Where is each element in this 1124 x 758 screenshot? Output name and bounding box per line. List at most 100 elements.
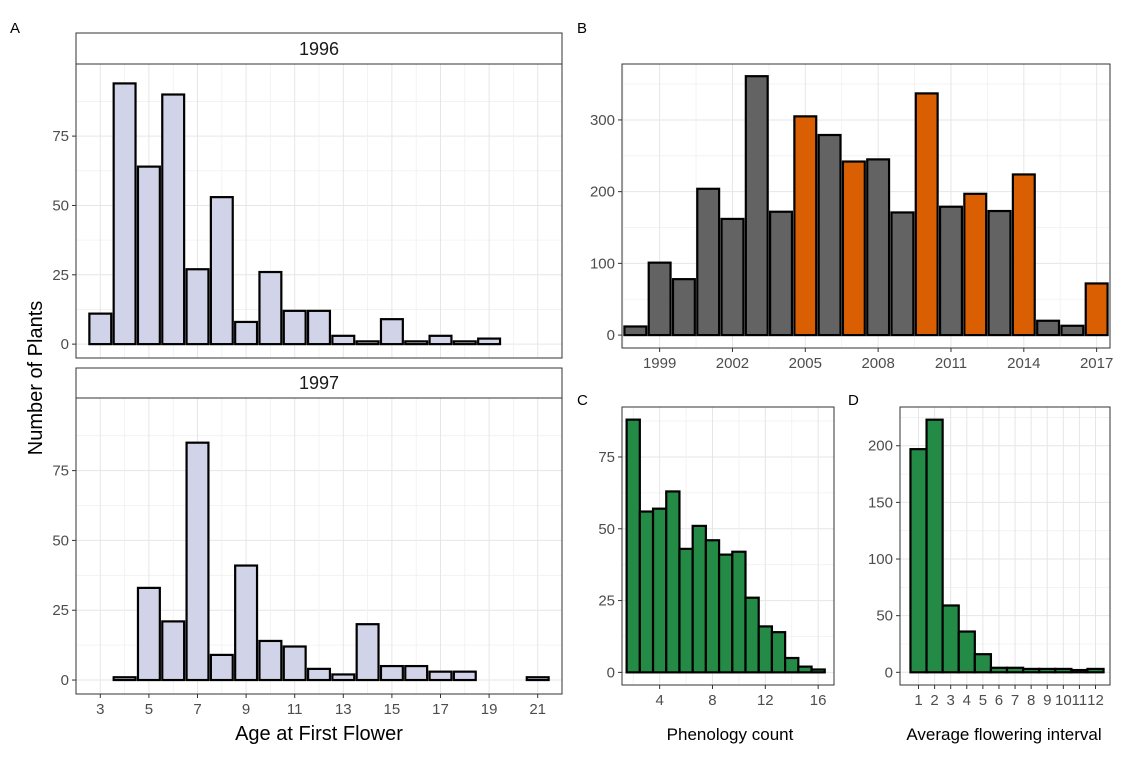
a1996-y-tick-label: 25 bbox=[52, 267, 69, 284]
a1996-bar-6 bbox=[161, 93, 186, 346]
c-x-tick-label: 8 bbox=[708, 692, 716, 709]
b-y-tick-label: 0 bbox=[607, 327, 615, 344]
a1996-bar-8 bbox=[209, 196, 234, 346]
c-bar-7 bbox=[691, 524, 707, 674]
a1996-bar-17 bbox=[428, 334, 453, 346]
c-x-axis-title: Phenology count bbox=[667, 725, 794, 744]
a1997-bar-16 bbox=[404, 664, 429, 682]
c-x-tick-label: 12 bbox=[757, 692, 774, 709]
d-bar-4 bbox=[957, 630, 976, 674]
a1997-x-tick-label: 3 bbox=[96, 701, 104, 718]
a1996-bar-7 bbox=[185, 268, 210, 346]
a1996-bar-10 bbox=[258, 270, 283, 346]
a1997-x-tick-label: 15 bbox=[384, 701, 401, 718]
a1997-bar-12 bbox=[306, 667, 332, 682]
d-x-tick-label: 2 bbox=[930, 692, 938, 709]
c-bar-9 bbox=[717, 553, 734, 674]
a1996-bar-19 bbox=[477, 337, 502, 346]
a1997-gridlines bbox=[76, 398, 562, 694]
b-x-tick-label: 2011 bbox=[935, 355, 967, 372]
d-bar-5 bbox=[973, 653, 993, 674]
a1996-bar-15 bbox=[379, 318, 404, 346]
c-bar-4 bbox=[651, 507, 668, 674]
a1996-y-tick-label: 75 bbox=[52, 128, 69, 145]
b-bar-2015 bbox=[1036, 319, 1061, 337]
b-x-tick-label: 2017 bbox=[1080, 355, 1113, 372]
a1997-bars bbox=[112, 441, 550, 682]
b-bar-2012 bbox=[963, 192, 988, 337]
a1997-bar-17 bbox=[428, 670, 453, 682]
d-x-tick-label: 1 bbox=[914, 692, 922, 709]
panel-label-b: B bbox=[577, 20, 587, 37]
a1996-bar-18 bbox=[452, 340, 477, 346]
a1997-x-tick-label: 7 bbox=[193, 701, 201, 718]
a1997-bar-5 bbox=[136, 586, 161, 682]
a1996-bar-9 bbox=[234, 320, 259, 346]
b-y-tick-label: 200 bbox=[590, 184, 615, 201]
a1996-bar-13 bbox=[331, 334, 356, 346]
a1997-bar-11 bbox=[282, 645, 307, 682]
c-y-tick-label: 25 bbox=[598, 593, 615, 610]
c-panel-border bbox=[621, 406, 835, 686]
c-bar-5 bbox=[665, 490, 681, 674]
a1997-bar-6 bbox=[161, 620, 186, 682]
b-x-tick-label: 2008 bbox=[861, 355, 894, 372]
a1997-bar-4 bbox=[112, 676, 137, 682]
panel-a-1996-plot: 0 25 50 75 bbox=[52, 63, 563, 359]
d-bar-12 bbox=[1086, 667, 1105, 674]
b-bar-2017 bbox=[1084, 282, 1109, 337]
c-bar-16 bbox=[810, 668, 826, 674]
b-bar-2013 bbox=[987, 209, 1012, 337]
panel-label-a: A bbox=[10, 20, 20, 37]
c-bar-8 bbox=[704, 539, 721, 674]
d-panel-border bbox=[899, 406, 1111, 686]
panel-a-1997-plot: 0 25 50 75 3 5 7 9 11 13 15 17 19 21 bbox=[52, 397, 563, 718]
a1996-y-tick-label: 0 bbox=[61, 336, 69, 353]
d-bar-1 bbox=[909, 448, 928, 674]
d-y-tick-label: 0 bbox=[885, 664, 893, 681]
a1997-bar-21 bbox=[525, 676, 550, 682]
a1997-x-tick-label: 19 bbox=[481, 701, 498, 718]
a1997-x-tick-label: 5 bbox=[145, 701, 153, 718]
d-x-tick-label: 11 bbox=[1072, 692, 1088, 709]
b-bar-2005 bbox=[793, 115, 818, 337]
a1997-bar-13 bbox=[331, 673, 356, 682]
c-y-tick-label: 75 bbox=[598, 449, 615, 466]
d-bar-10 bbox=[1054, 667, 1073, 674]
a1996-bar-11 bbox=[282, 309, 307, 346]
c-y-tick-label: 50 bbox=[598, 521, 615, 538]
c-x-tick-label: 16 bbox=[810, 692, 827, 709]
d-y-tick-label: 50 bbox=[876, 608, 893, 625]
c-y-tick-label: 0 bbox=[607, 664, 615, 681]
a1997-y-tick-label: 50 bbox=[52, 532, 69, 549]
c-bar-12 bbox=[757, 625, 774, 674]
b-bar-2009 bbox=[890, 211, 915, 337]
b-x-tick-label: 2002 bbox=[716, 355, 749, 372]
a1996-bars bbox=[88, 82, 502, 346]
d-bar-3 bbox=[941, 604, 960, 674]
a1996-bar-4 bbox=[112, 82, 137, 346]
b-bar-2006 bbox=[817, 133, 842, 337]
a1997-bar-14 bbox=[355, 623, 380, 682]
d-bar-6 bbox=[989, 666, 1009, 674]
b-bars bbox=[623, 75, 1109, 337]
panel-c-plot: 0 25 50 75 4 8 12 16 bbox=[598, 406, 835, 709]
a1997-x-tick-label: 13 bbox=[335, 701, 352, 718]
a1997-x-tick-label: 17 bbox=[432, 701, 449, 718]
facet-label-1996: 1996 bbox=[299, 39, 339, 59]
a1996-y-tick-label: 50 bbox=[52, 197, 69, 214]
a1997-bar-18 bbox=[452, 670, 477, 682]
b-bar-2000 bbox=[671, 278, 696, 337]
d-bar-7 bbox=[1005, 666, 1025, 674]
d-x-tick-label: 12 bbox=[1087, 692, 1104, 709]
a1997-bar-10 bbox=[258, 639, 283, 682]
b-bar-2004 bbox=[768, 210, 794, 337]
b-bar-2011 bbox=[938, 205, 964, 337]
a1997-bar-9 bbox=[234, 564, 259, 682]
c-bar-13 bbox=[770, 631, 787, 674]
d-x-tick-label: 5 bbox=[979, 692, 987, 709]
b-bar-2002 bbox=[720, 217, 745, 337]
a-x-axis-title: Age at First Flower bbox=[235, 723, 403, 745]
a1997-bar-8 bbox=[209, 653, 234, 682]
